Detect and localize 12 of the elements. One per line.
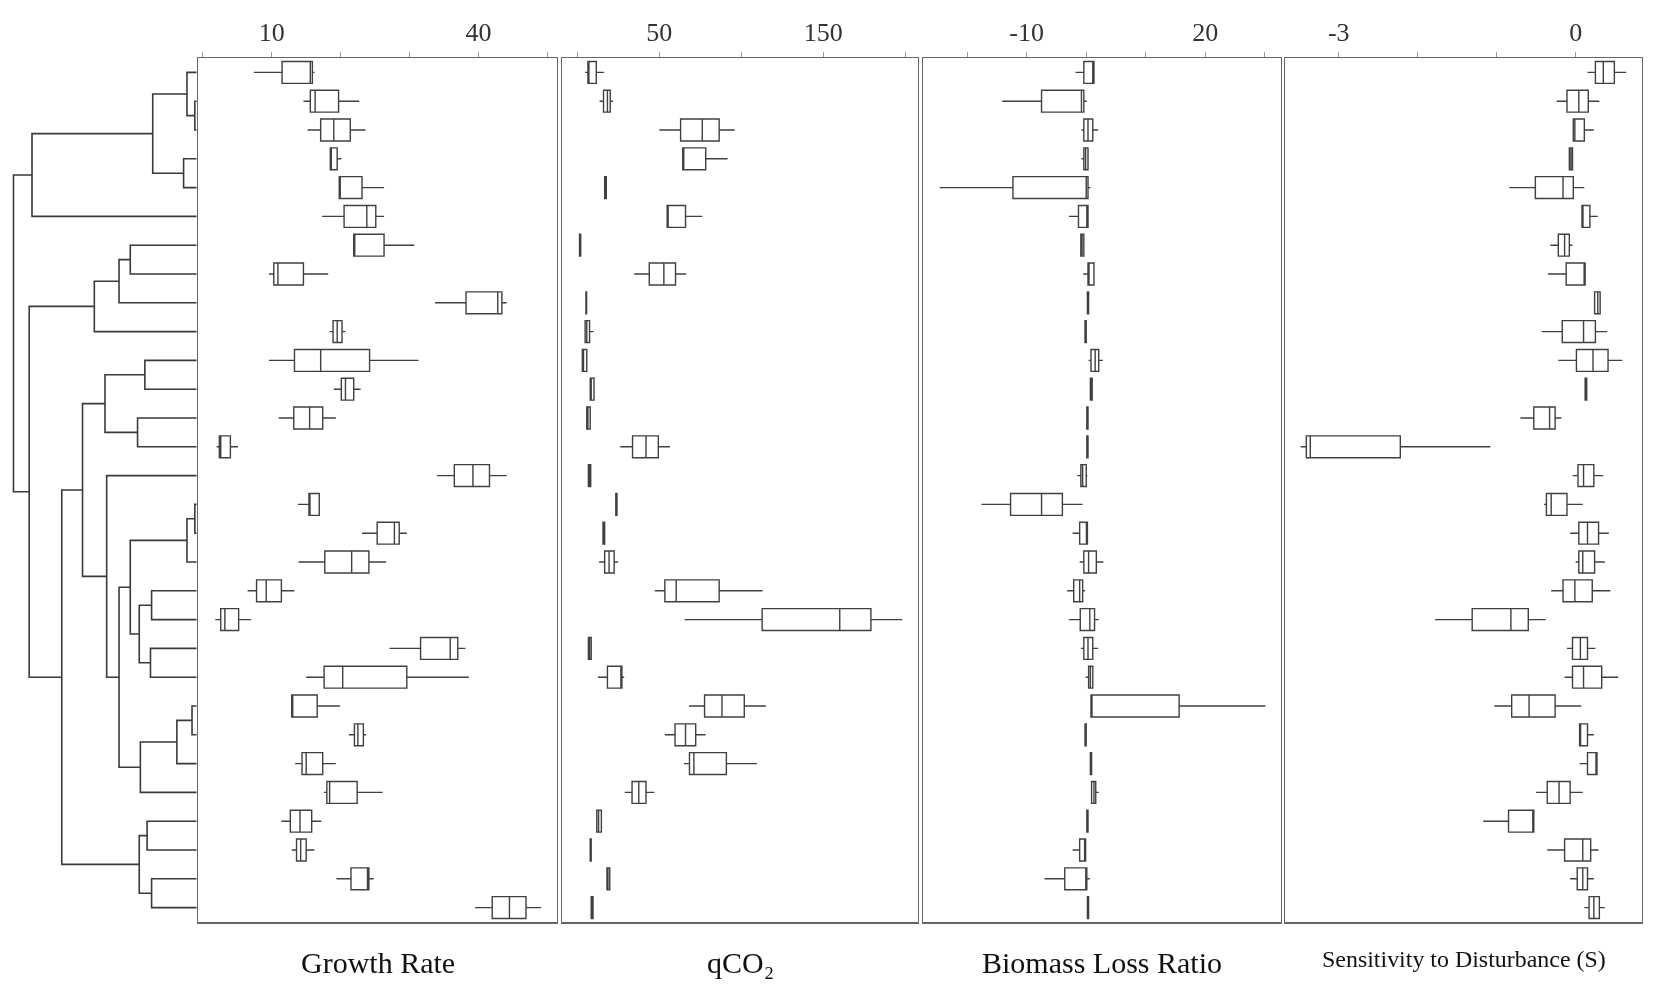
x-tick-label: 40 bbox=[465, 18, 492, 48]
x-tick-label: -3 bbox=[1327, 18, 1350, 48]
x-tick-label: 150 bbox=[803, 18, 843, 48]
x-tick-label: 10 bbox=[258, 18, 285, 48]
x-axis-title: Biomass Loss Ratio bbox=[982, 946, 1223, 979]
x-axis-title: Growth Rate bbox=[301, 946, 456, 979]
x-axis-title: Sensitivity to Disturbance (S) bbox=[1322, 946, 1606, 972]
x-tick-label: 50 bbox=[646, 18, 673, 48]
x-tick-label: 0 bbox=[1569, 18, 1583, 48]
x-tick-label: 20 bbox=[1192, 18, 1219, 48]
x-axis-title: qCO₂ bbox=[707, 946, 775, 979]
x-tick-label: -10 bbox=[1009, 18, 1044, 48]
